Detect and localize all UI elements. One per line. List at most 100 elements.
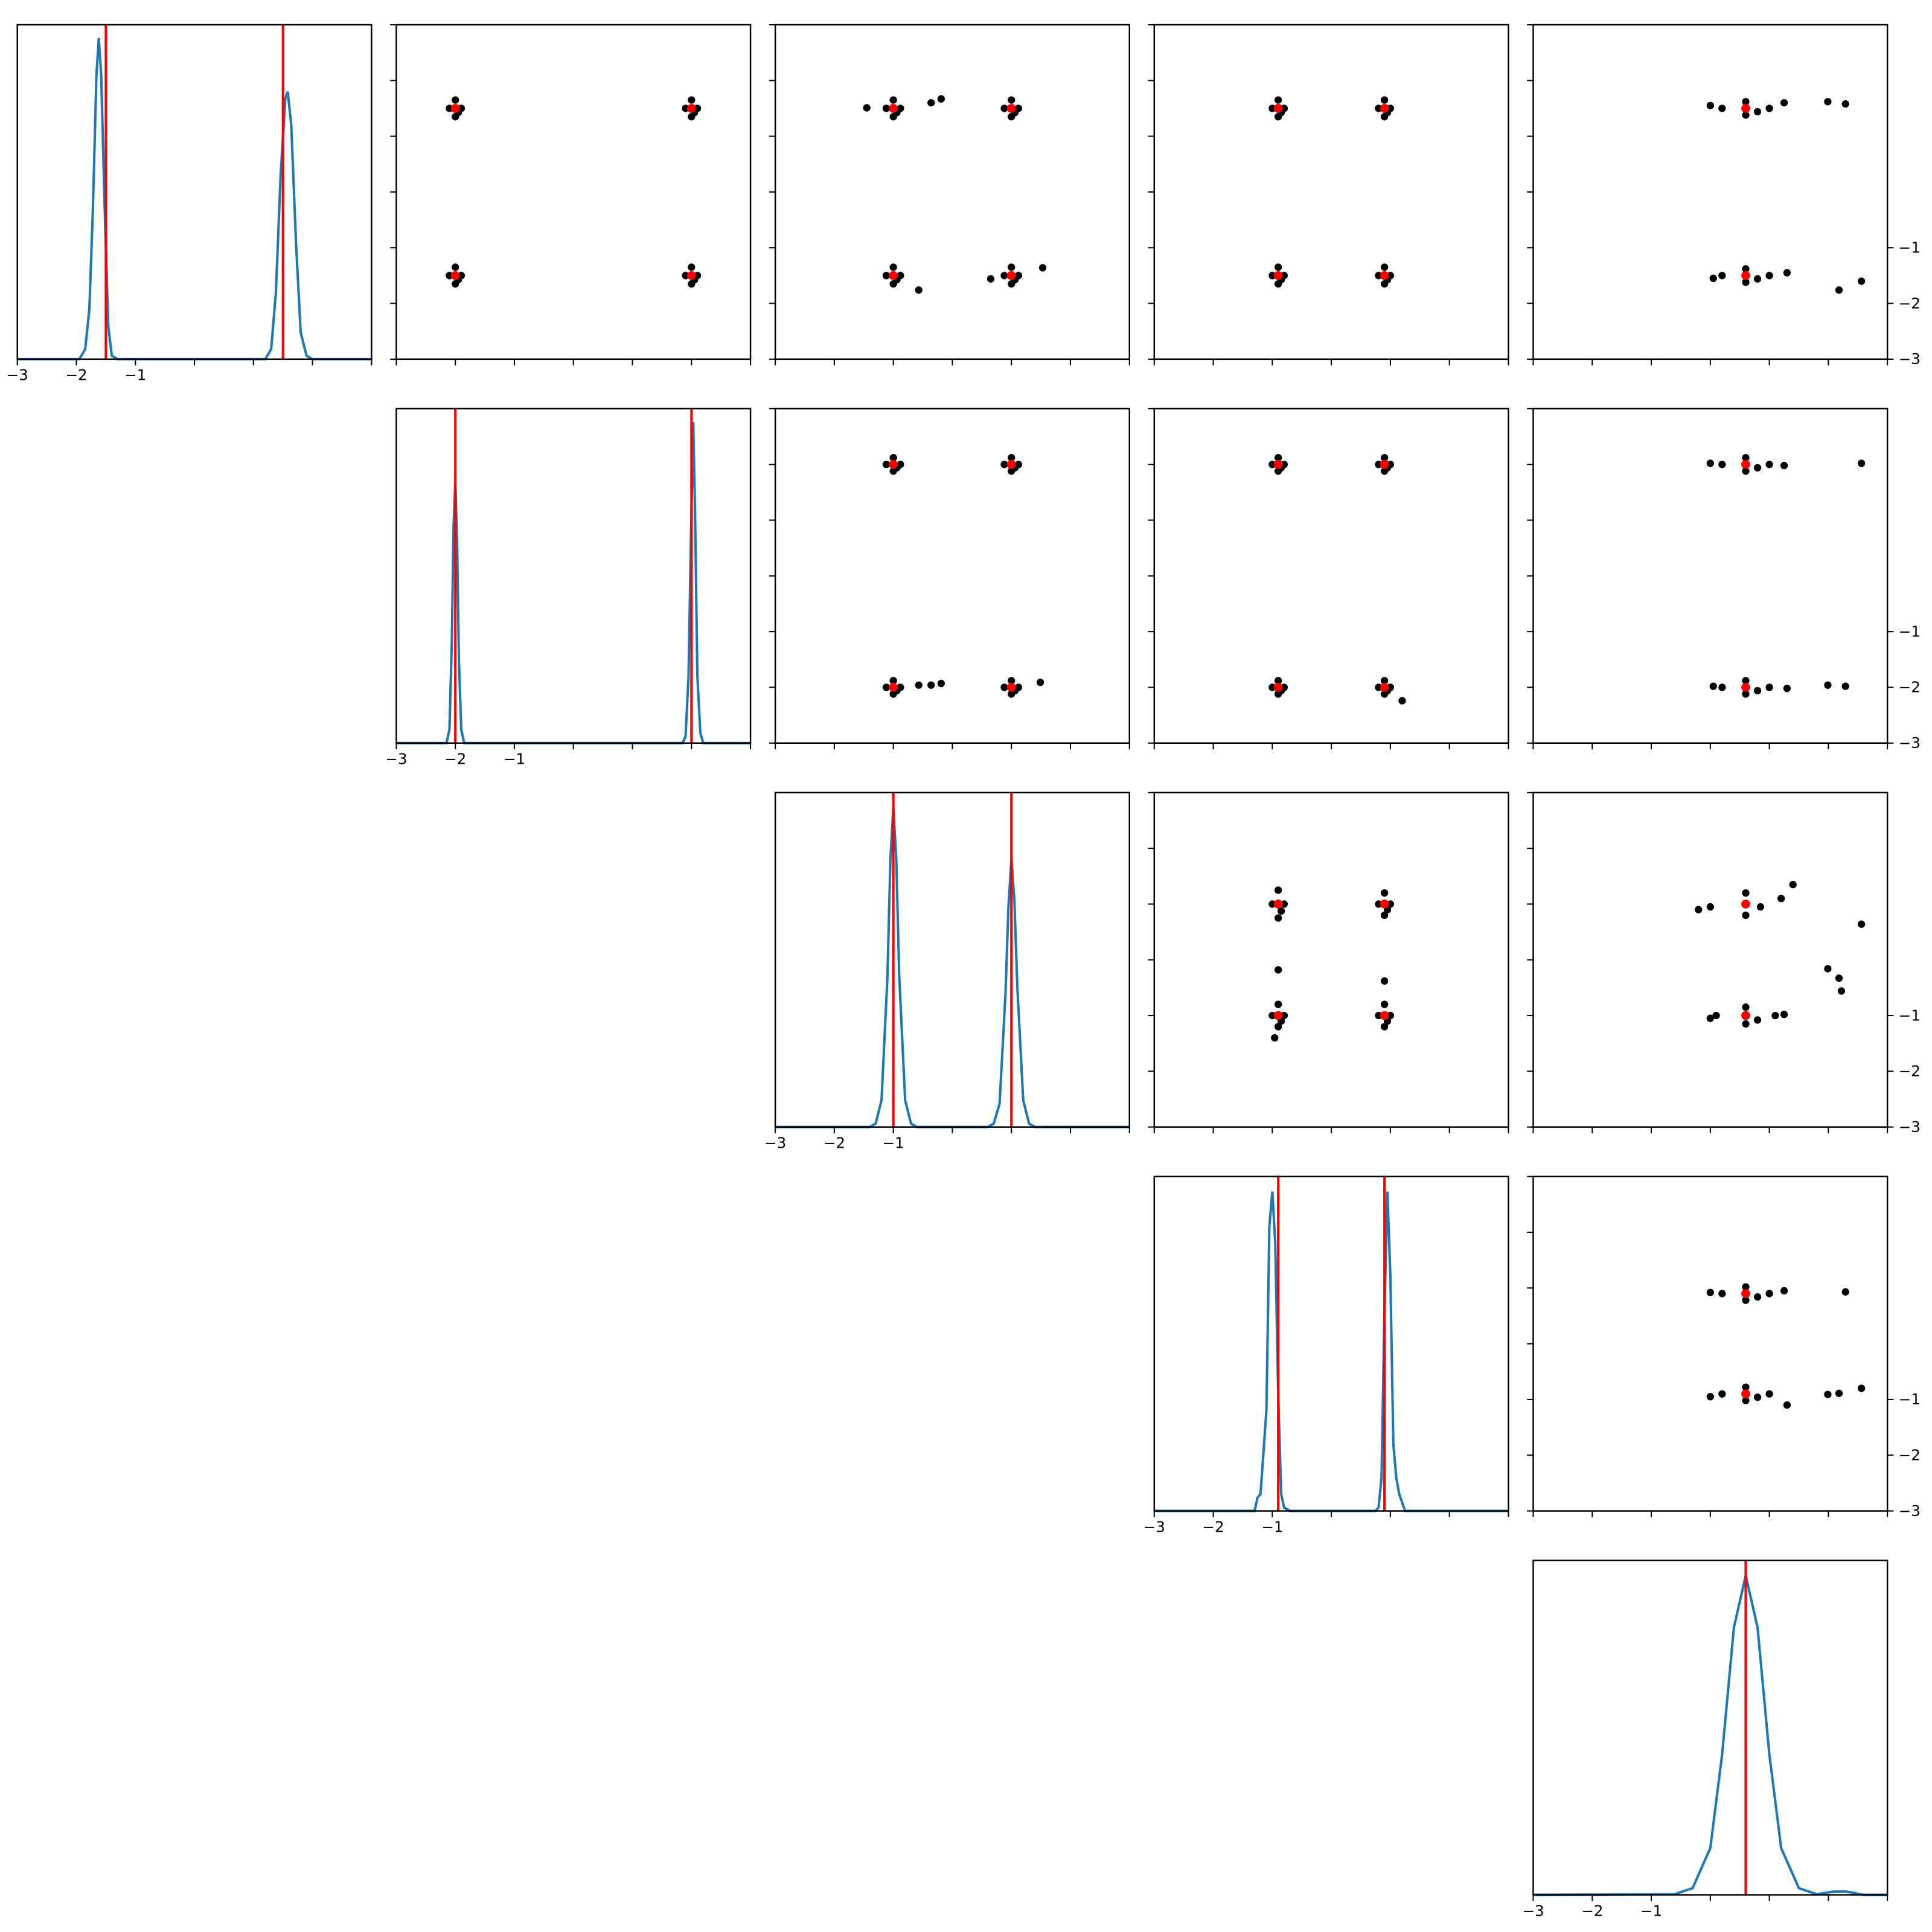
x-tick-label: −3: [7, 366, 28, 384]
axes-frame: [1153, 24, 1509, 360]
sample-point: [1709, 274, 1717, 283]
sample-point: [1765, 683, 1773, 691]
x-tick-label: −2: [1202, 1518, 1224, 1535]
axes-frame: [16, 24, 373, 360]
truth-point: [1273, 271, 1283, 280]
sample-point: [1765, 1390, 1773, 1398]
sample-point: [1380, 454, 1389, 462]
x-tick-label: −3: [1144, 1518, 1165, 1535]
sample-point: [927, 681, 935, 689]
axes-frame: [774, 24, 1130, 360]
density-curve: [775, 807, 1130, 1128]
sample-point: [1742, 1296, 1750, 1304]
sample-point: [1824, 98, 1832, 106]
sample-point: [1274, 966, 1282, 974]
truth-point: [1380, 900, 1389, 909]
sample-point: [1380, 889, 1389, 897]
sample-point: [1008, 677, 1016, 685]
truth-point: [1741, 1289, 1750, 1298]
x-tick-label: −3: [385, 750, 407, 768]
sample-point: [1742, 889, 1750, 897]
truth-point: [889, 459, 898, 469]
truth-point: [450, 271, 460, 280]
sample-point: [937, 679, 945, 688]
truth-point: [686, 104, 696, 113]
sample-point: [1380, 96, 1389, 104]
sample-point: [1398, 697, 1406, 705]
x-tick-label: −1: [1261, 1518, 1283, 1535]
truth-point: [1273, 459, 1283, 469]
x-tick-label: −1: [1640, 1902, 1662, 1919]
sample-point: [1718, 272, 1726, 280]
sample-point: [1000, 104, 1008, 112]
y-tick-label: −2: [1899, 1063, 1921, 1080]
x-tick-label: −1: [504, 750, 525, 768]
axes-frame: [774, 792, 1130, 1128]
truth-point: [1741, 1389, 1750, 1399]
axes-frame: [395, 408, 752, 744]
sample-point: [1753, 275, 1762, 283]
sample-point: [882, 683, 891, 691]
sample-point: [1008, 263, 1016, 271]
density-curve: [396, 422, 751, 744]
sample-point: [1857, 277, 1866, 285]
x-tick-label: −1: [124, 366, 146, 384]
density-curve: [17, 38, 372, 360]
truth-point: [1741, 683, 1750, 692]
sample-point: [882, 461, 891, 469]
x-tick-label: −3: [764, 1134, 786, 1152]
sample-point: [1706, 101, 1714, 110]
truth-point: [1006, 271, 1016, 280]
sample-point: [688, 96, 696, 104]
sample-point: [1742, 1396, 1750, 1404]
truth-point: [1273, 900, 1283, 909]
sample-point: [1756, 903, 1765, 911]
y-tick-label: −2: [1899, 1446, 1921, 1463]
y-tick-label: −1: [1899, 238, 1921, 256]
sample-point: [889, 96, 897, 104]
sample-point: [1380, 1023, 1389, 1031]
sample-point: [1841, 100, 1849, 108]
sample-point: [1753, 464, 1762, 472]
sample-point: [889, 263, 897, 271]
sample-point: [1835, 1389, 1843, 1397]
truth-point: [1273, 104, 1283, 113]
y-tick-label: −3: [1899, 734, 1921, 752]
truth-point: [1380, 271, 1389, 280]
sample-point: [889, 677, 897, 685]
sample-point: [1824, 1390, 1832, 1398]
density-curve: [1154, 1191, 1509, 1512]
sample-point: [1780, 1011, 1788, 1019]
sample-point: [1380, 263, 1389, 271]
sample-point: [1824, 965, 1832, 973]
sample-point: [1777, 895, 1785, 903]
truth-point: [1380, 459, 1389, 469]
sample-point: [1824, 681, 1832, 689]
truth-point: [1380, 683, 1389, 692]
sample-point: [1712, 1011, 1720, 1020]
sample-point: [1274, 1023, 1282, 1031]
truth-point: [1741, 104, 1750, 113]
sample-point: [1783, 1401, 1791, 1409]
sample-point: [1274, 454, 1282, 462]
sample-point: [1706, 903, 1714, 911]
sample-point: [1765, 461, 1773, 469]
sample-point: [1274, 263, 1282, 271]
sample-point: [889, 454, 897, 462]
sample-point: [1742, 690, 1750, 698]
sample-point: [1742, 278, 1750, 286]
axes-frame: [395, 24, 752, 360]
truth-point: [1273, 683, 1283, 692]
sample-point: [1780, 461, 1788, 470]
sample-point: [937, 95, 945, 103]
sample-point: [1274, 677, 1282, 685]
sample-point: [1835, 974, 1843, 982]
sample-point: [1753, 686, 1762, 695]
sample-point: [1742, 1020, 1750, 1028]
sample-point: [1718, 683, 1726, 691]
y-tick-label: −1: [1899, 622, 1921, 640]
sample-point: [987, 275, 995, 283]
sample-point: [1835, 286, 1843, 294]
